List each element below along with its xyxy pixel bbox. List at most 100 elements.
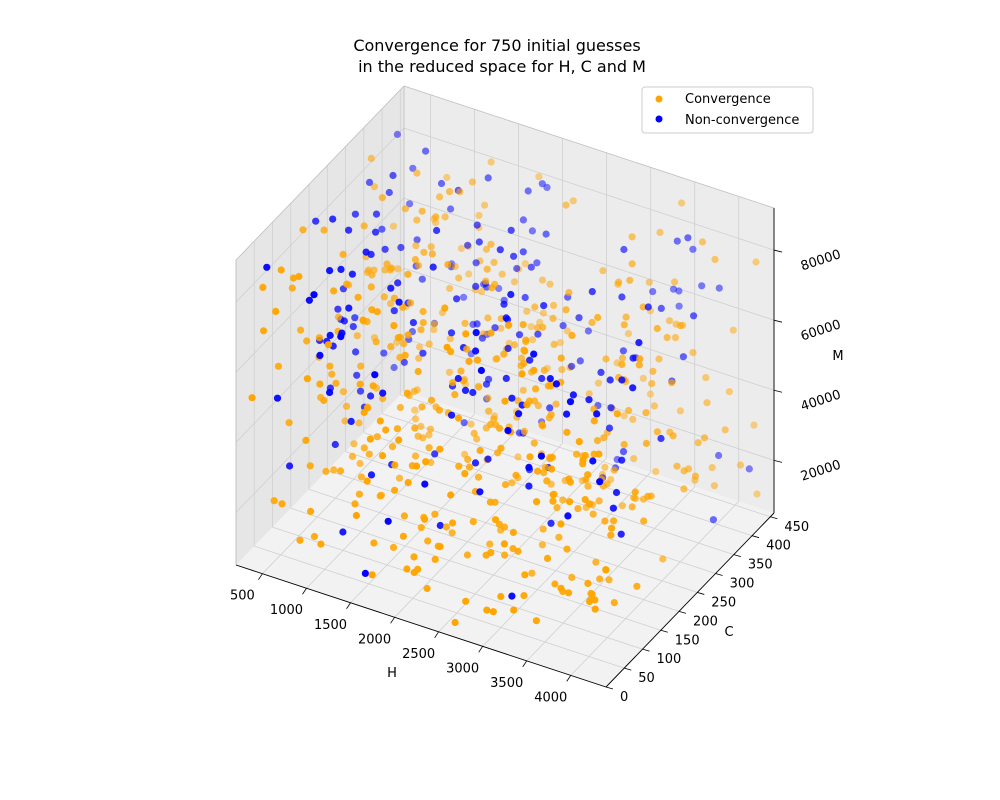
convergence-point: [442, 523, 450, 531]
convergence-point: [316, 380, 324, 388]
convergence-point: [650, 402, 659, 410]
non-convergence-point: [385, 188, 393, 197]
convergence-point: [360, 444, 368, 452]
convergence-point: [387, 343, 395, 351]
convergence-point: [482, 245, 491, 253]
convergence-point: [646, 390, 655, 398]
convergence-point: [285, 419, 293, 427]
convergence-point: [376, 492, 384, 500]
non-convergence-point: [469, 388, 477, 397]
convergence-point: [360, 408, 368, 416]
convergence-point: [635, 361, 643, 369]
non-convergence-point: [448, 411, 456, 419]
convergence-point: [500, 350, 508, 358]
convergence-point: [531, 303, 539, 311]
convergence-point: [391, 461, 399, 469]
grid-line-z-back: [403, 127, 775, 251]
convergence-point: [394, 265, 402, 273]
convergence-point: [649, 367, 657, 375]
convergence-point: [299, 226, 307, 234]
z-tick-mark: [773, 249, 783, 253]
convergence-point: [277, 266, 285, 274]
convergence-point: [373, 308, 381, 316]
non-convergence-point: [673, 237, 681, 245]
legend: Convergence Non-convergence: [641, 86, 814, 134]
non-convergence-point: [384, 517, 392, 525]
x-tick-label: 2000: [358, 632, 391, 647]
convergence-point: [399, 532, 407, 540]
convergence-point: [357, 362, 365, 370]
convergence-point: [445, 188, 454, 196]
non-convergence-point: [589, 457, 597, 465]
convergence-point: [430, 326, 438, 334]
convergence-point: [330, 287, 338, 295]
convergence-point: [711, 255, 719, 263]
convergence-point: [457, 244, 465, 252]
non-convergence-point: [400, 358, 408, 366]
non-convergence-point: [431, 450, 439, 458]
non-convergence-point: [365, 178, 374, 186]
convergence-point: [668, 379, 676, 387]
y-tick-label: 300: [730, 577, 755, 592]
convergence-point: [322, 467, 330, 475]
y-tick-mark: [733, 554, 741, 557]
legend-marker-non-convergence: [655, 115, 663, 123]
convergence-point: [417, 422, 425, 430]
convergence-point: [389, 222, 398, 230]
convergence-point: [431, 510, 439, 518]
non-convergence-point: [515, 331, 524, 339]
non-convergence-point: [461, 386, 470, 394]
convergence-point: [653, 428, 662, 436]
non-convergence-point: [540, 302, 548, 310]
convergence-point: [669, 432, 677, 440]
convergence-point: [423, 584, 431, 593]
non-convergence-point: [337, 333, 345, 341]
convergence-point: [588, 590, 596, 599]
convergence-point: [444, 261, 452, 269]
convergence-point: [400, 340, 408, 348]
convergence-point: [487, 549, 495, 557]
convergence-point: [522, 336, 530, 344]
convergence-point: [539, 309, 548, 317]
non-convergence-point: [390, 307, 398, 315]
convergence-point: [538, 421, 546, 429]
non-convergence-point: [502, 374, 510, 382]
convergence-point: [642, 439, 651, 447]
convergence-point: [574, 505, 582, 513]
non-convergence-point: [513, 264, 521, 273]
non-convergence-point: [606, 376, 614, 384]
convergence-point: [424, 537, 432, 545]
convergence-point: [607, 531, 615, 539]
non-convergence-point: [584, 327, 593, 335]
convergence-point: [485, 407, 493, 415]
convergence-point: [436, 543, 444, 551]
non-convergence-point: [379, 389, 387, 397]
convergence-point: [593, 437, 602, 445]
non-convergence-point: [464, 241, 472, 249]
convergence-point: [676, 322, 685, 330]
convergence-point: [642, 409, 650, 417]
y-tick-label: 100: [657, 652, 682, 667]
y-tick-label: 50: [638, 671, 655, 686]
y-tick-label: 450: [784, 520, 809, 535]
convergence-point: [380, 293, 388, 301]
convergence-point: [624, 330, 633, 338]
convergence-point: [540, 469, 548, 477]
convergence-point: [556, 339, 564, 347]
z-tick-mark: [773, 319, 783, 323]
non-convergence-point: [362, 248, 370, 256]
non-convergence-point: [437, 179, 446, 188]
convergence-point: [425, 444, 433, 452]
non-convergence-point: [657, 304, 665, 312]
convergence-point: [563, 428, 571, 436]
non-convergence-point: [515, 410, 523, 418]
convergence-point: [389, 543, 398, 552]
non-convergence-point: [504, 344, 512, 352]
convergence-point: [425, 340, 433, 348]
convergence-point: [558, 366, 566, 374]
y-tick-label: 0: [620, 690, 628, 705]
non-convergence-point: [546, 404, 554, 412]
convergence-point: [390, 322, 398, 330]
convergence-point: [464, 455, 472, 463]
convergence-point: [514, 547, 522, 555]
